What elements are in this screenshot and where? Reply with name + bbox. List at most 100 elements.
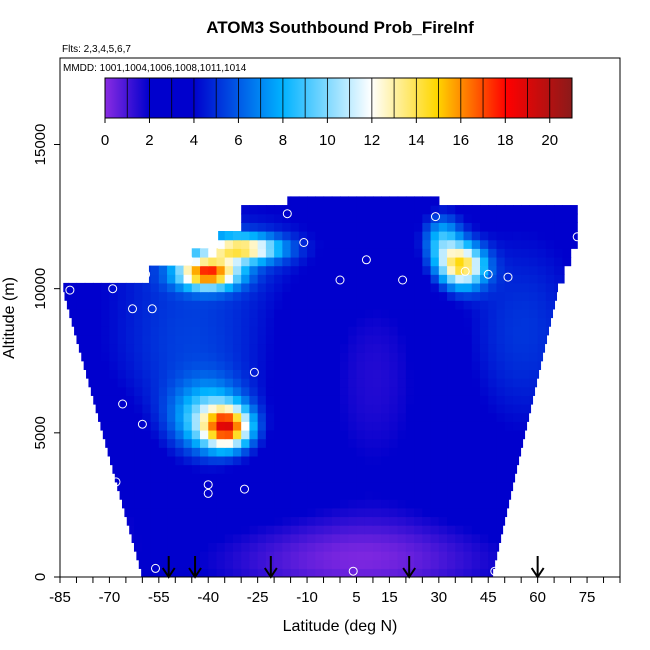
heatmap-cell	[183, 300, 193, 310]
heatmap-cell	[471, 404, 481, 414]
heatmap-cell	[232, 231, 242, 241]
heatmap-cell	[102, 429, 111, 440]
heatmap-cell	[422, 395, 432, 405]
heatmap-cell	[414, 222, 423, 232]
heatmap-cell	[307, 412, 316, 422]
heatmap-cell	[117, 360, 127, 370]
heatmap-cell	[521, 343, 531, 353]
heatmap-cell	[307, 282, 316, 293]
heatmap-cell	[414, 525, 423, 535]
heatmap-cell	[372, 265, 382, 275]
heatmap-cell	[241, 231, 251, 241]
heatmap-cell	[463, 421, 473, 431]
heatmap-cell	[265, 300, 275, 310]
x-tick-label: 15	[381, 589, 398, 606]
colorbar: 0 2 4 6 8 10 12 14 16 18 20	[101, 77, 573, 149]
heatmap-cell	[348, 386, 358, 396]
heatmap-cell	[191, 256, 201, 267]
heatmap-cell	[372, 231, 382, 241]
heatmap-cell	[216, 343, 226, 353]
heatmap-cell	[224, 352, 234, 362]
heatmap-cell	[134, 464, 143, 474]
heatmap-cell	[323, 438, 333, 448]
heatmap-cell	[216, 369, 226, 379]
heatmap-cell	[471, 481, 481, 492]
heatmap-cell	[167, 360, 176, 370]
heatmap-cell	[447, 455, 456, 466]
heatmap-cell	[200, 360, 209, 370]
heatmap-cell	[175, 326, 185, 336]
heatmap-cell	[282, 464, 292, 474]
sample-point	[398, 275, 408, 285]
heatmap-cell	[101, 360, 111, 370]
heatmap-cell	[241, 326, 251, 336]
heatmap-cell	[257, 412, 267, 422]
heatmap-cell	[397, 525, 407, 535]
heatmap-cell	[232, 291, 242, 301]
heatmap-cell	[274, 404, 283, 414]
heatmap-cell	[282, 395, 292, 405]
heatmap-cell	[134, 343, 143, 353]
heatmap-cell	[389, 490, 399, 500]
heatmap-cell	[150, 507, 160, 518]
heatmap-cell	[405, 533, 415, 543]
heatmap-cell	[331, 248, 341, 258]
sample-point	[490, 566, 500, 576]
heatmap-cell	[134, 334, 143, 345]
heatmap-cell	[455, 205, 465, 215]
heatmap-cell	[241, 412, 251, 422]
heatmap-cell	[290, 395, 300, 405]
heatmap-cell	[455, 490, 465, 500]
heatmap-cell	[191, 490, 201, 500]
heatmap-cell	[93, 395, 102, 405]
heatmap-cell	[447, 421, 456, 431]
heatmap-cell	[372, 455, 382, 466]
heatmap-cell	[414, 334, 423, 345]
heatmap-cell	[183, 317, 193, 327]
heatmap-cell	[381, 326, 391, 336]
heatmap-cell	[298, 507, 308, 518]
heatmap-cell	[298, 533, 308, 543]
heatmap-cell	[488, 507, 498, 518]
heatmap-cell	[471, 568, 481, 577]
heatmap-cell	[348, 248, 358, 258]
heatmap-cell	[348, 300, 358, 310]
heatmap-cell	[537, 308, 547, 319]
heatmap-cell	[414, 326, 423, 336]
heatmap-cell	[471, 239, 481, 249]
heatmap-cell	[372, 542, 382, 552]
heatmap-cell	[282, 429, 292, 440]
heatmap-cell	[496, 239, 506, 249]
heatmap-cell	[480, 421, 489, 431]
heatmap-cell	[158, 369, 168, 379]
heatmap-cell	[134, 481, 143, 492]
heatmap-cell	[216, 516, 226, 526]
heatmap-cell	[119, 490, 127, 500]
heatmap-cell	[257, 308, 267, 319]
heatmap-cell	[257, 516, 267, 526]
heatmap-cell	[282, 352, 292, 362]
heatmap-cell	[323, 542, 333, 552]
heatmap-cell	[364, 196, 374, 206]
heatmap-cell	[290, 300, 300, 310]
heatmap-cell	[340, 265, 349, 275]
heatmap-cell	[142, 438, 152, 448]
heatmap-cell	[364, 291, 374, 301]
heatmap-cell	[200, 326, 209, 336]
heatmap-cell	[183, 326, 193, 336]
heatmap-cell	[381, 551, 391, 561]
heatmap-cell	[364, 343, 374, 353]
heatmap-cell	[105, 438, 111, 448]
heatmap-cell	[117, 421, 127, 431]
heatmap-cell	[471, 525, 481, 535]
heatmap-cell	[381, 231, 391, 241]
heatmap-cell	[422, 317, 432, 327]
heatmap-cell	[570, 213, 578, 223]
heatmap-cell	[447, 429, 456, 440]
heatmap-cell	[463, 464, 473, 474]
heatmap-cell	[232, 551, 242, 561]
heatmap-cell	[323, 343, 333, 353]
heatmap-cell	[381, 473, 391, 483]
heatmap-cell	[463, 559, 473, 569]
heatmap-cell	[323, 213, 333, 223]
